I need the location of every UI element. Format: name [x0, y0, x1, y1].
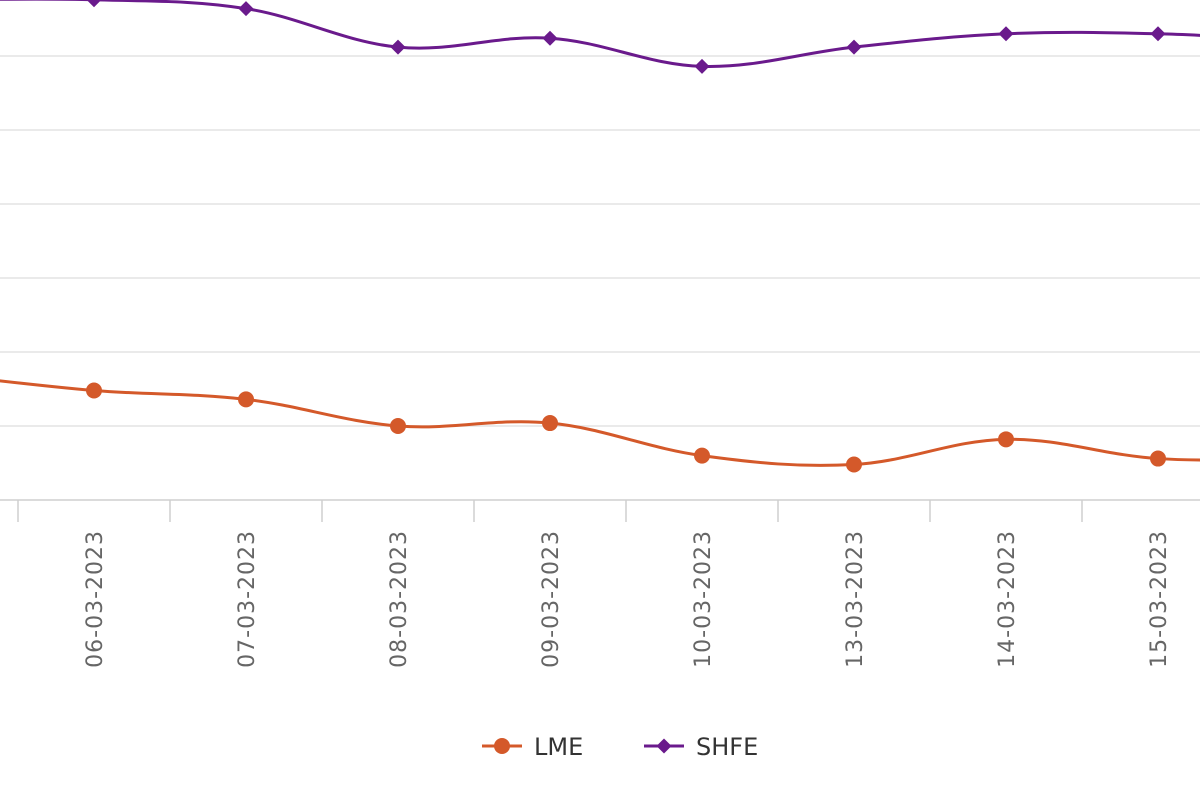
x-tick-label: 07-03-2023 — [235, 530, 260, 668]
shfe-point[interactable] — [846, 39, 862, 55]
x-tick-label: 13-03-2023 — [843, 530, 868, 668]
shfe-point[interactable] — [390, 39, 406, 55]
x-tick-label: 14-03-2023 — [995, 530, 1020, 668]
lme-point[interactable] — [86, 382, 102, 399]
legend[interactable]: LME SHFE — [482, 733, 758, 761]
series-line-lme — [0, 379, 1200, 467]
lme-point[interactable] — [1150, 450, 1166, 467]
x-tick-label: 09-03-2023 — [539, 530, 564, 668]
legend-label: LME — [534, 733, 583, 761]
legend-marker — [656, 738, 672, 754]
shfe-point[interactable] — [1150, 26, 1166, 42]
shfe-point[interactable] — [998, 26, 1014, 42]
series-lines — [0, 0, 1200, 467]
legend-marker — [494, 738, 510, 754]
lme-point[interactable] — [390, 418, 406, 434]
legend-item-shfe[interactable]: SHFE — [644, 733, 758, 761]
shfe-point[interactable] — [542, 30, 558, 46]
lme-point[interactable] — [238, 391, 254, 408]
shfe-point[interactable] — [238, 1, 254, 17]
lme-point[interactable] — [846, 456, 862, 473]
legend-label: SHFE — [696, 733, 758, 761]
series-line-shfe — [0, 0, 1200, 68]
x-tick-label: 15-03-2023 — [1147, 530, 1172, 668]
x-tick-label: 08-03-2023 — [387, 530, 412, 668]
x-tick-label: 06-03-2023 — [83, 530, 108, 668]
gridlines — [0, 55, 1200, 501]
shfe-point[interactable] — [86, 0, 102, 8]
lme-point[interactable] — [998, 431, 1014, 448]
lme-point[interactable] — [542, 415, 558, 432]
shfe-point[interactable] — [694, 58, 710, 74]
series-markers — [86, 0, 1166, 473]
legend-item-lme[interactable]: LME — [482, 733, 583, 761]
x-axis: 06-03-2023 07-03-2023 08-03-2023 09-03-2023… — [17, 500, 1172, 668]
x-tick-label: 10-03-2023 — [691, 530, 716, 668]
lme-point[interactable] — [694, 447, 710, 464]
